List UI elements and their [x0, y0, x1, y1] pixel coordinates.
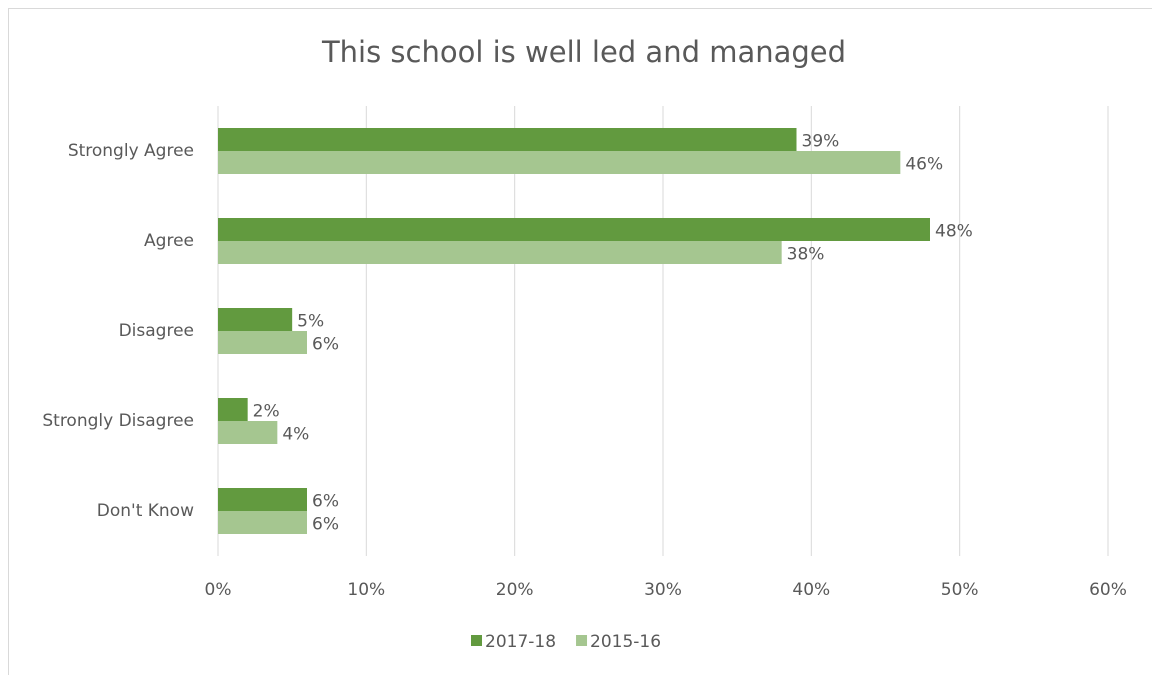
data-label: 48% — [935, 222, 973, 242]
y-tick-label: Disagree — [119, 321, 194, 341]
x-tick-label: 40% — [792, 580, 830, 600]
bar — [218, 308, 292, 331]
chart-title: This school is well led and managed — [321, 35, 846, 69]
legend-label: 2017-18 — [485, 632, 556, 652]
data-label: 6% — [312, 335, 339, 355]
data-label: 6% — [312, 515, 339, 535]
x-tick-label: 50% — [941, 580, 979, 600]
bar — [218, 421, 277, 444]
bar — [218, 151, 900, 174]
y-tick-label: Don't Know — [97, 501, 194, 521]
data-label: 39% — [802, 132, 840, 152]
legend-swatch — [576, 635, 587, 646]
data-label: 38% — [787, 245, 825, 265]
bar — [218, 511, 307, 534]
bar — [218, 398, 248, 421]
x-tick-label: 60% — [1089, 580, 1127, 600]
data-label: 46% — [905, 155, 943, 175]
y-tick-label: Agree — [144, 231, 194, 251]
bar — [218, 218, 930, 241]
y-tick-label: Strongly Agree — [68, 141, 194, 161]
legend-swatch — [471, 635, 482, 646]
bar — [218, 241, 782, 264]
legend-label: 2015-16 — [590, 632, 661, 652]
bar — [218, 128, 797, 151]
data-label: 2% — [253, 402, 280, 422]
x-tick-label: 0% — [205, 580, 232, 600]
y-tick-label: Strongly Disagree — [42, 411, 194, 431]
bar — [218, 331, 307, 354]
x-tick-label: 30% — [644, 580, 682, 600]
data-label: 5% — [297, 312, 324, 332]
x-tick-label: 10% — [347, 580, 385, 600]
x-tick-label: 20% — [496, 580, 534, 600]
data-label: 6% — [312, 492, 339, 512]
data-label: 4% — [282, 425, 309, 445]
bar — [218, 488, 307, 511]
chart-frame — [9, 9, 1152, 676]
